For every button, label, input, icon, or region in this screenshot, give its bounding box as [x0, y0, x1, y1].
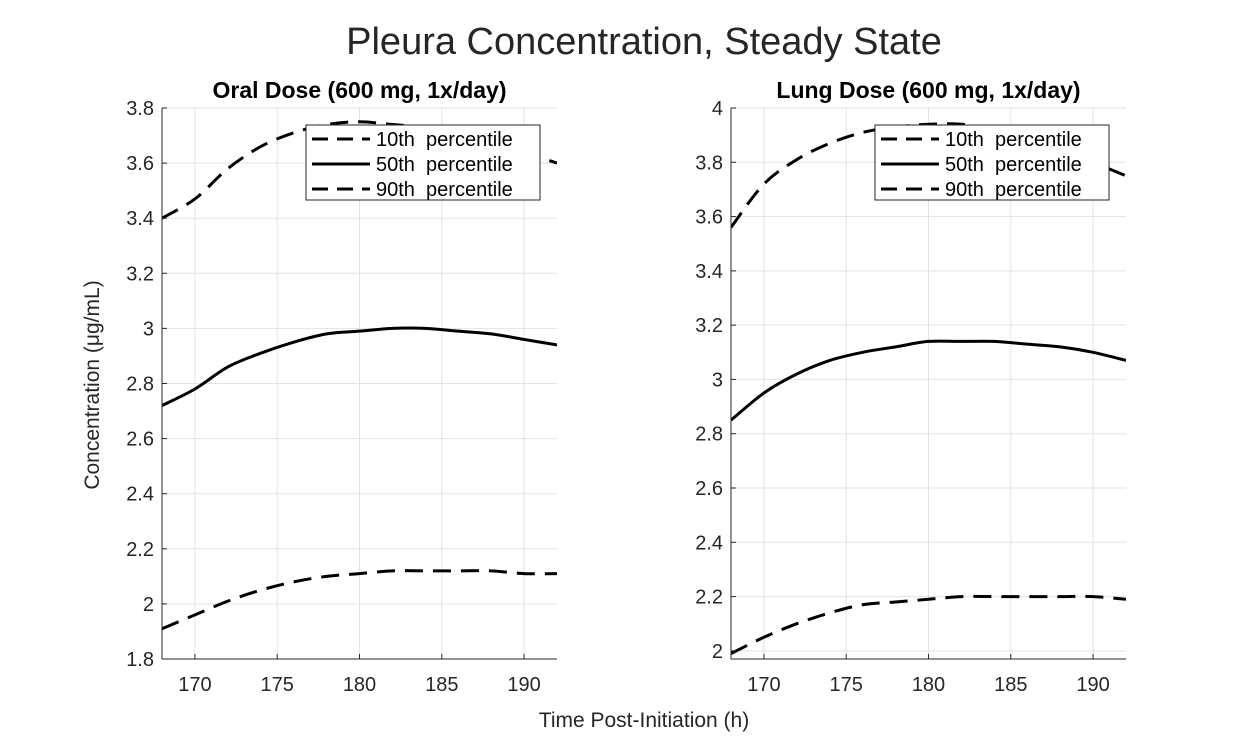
panel-title: Lung Dose (600 mg, 1x/day): [776, 77, 1080, 103]
x-tick-label: 190: [507, 674, 540, 696]
y-tick-label: 3.8: [695, 152, 723, 174]
x-axis-label: Time Post-Initiation (h): [539, 709, 749, 732]
y-tick-label: 2.4: [126, 484, 154, 506]
series-line-1: [731, 594, 1126, 655]
y-tick-label: 2: [712, 641, 723, 663]
x-tick-label: 185: [994, 674, 1027, 696]
y-tick-label: 3.2: [695, 315, 723, 337]
y-tick-label: 2.6: [695, 478, 723, 500]
series-line-2: [731, 339, 1126, 422]
y-tick-label: 3.6: [126, 153, 154, 175]
x-tick-label: 180: [912, 674, 945, 696]
y-tick-label: 2.2: [126, 539, 154, 561]
legend-label-2: 50th percentile: [376, 154, 513, 176]
y-tick-label: 2.4: [695, 532, 723, 554]
series-line-3: [162, 120, 557, 220]
legend-label-3: 90th percentile: [945, 179, 1082, 201]
x-tick-label: 185: [425, 674, 458, 696]
y-tick-label: 3: [143, 318, 154, 340]
y-tick-label: 2: [143, 594, 154, 616]
y-axis-label: Concentration (μg/mL): [81, 280, 104, 489]
y-tick-label: 3: [712, 369, 723, 391]
x-tick-label: 175: [261, 674, 294, 696]
y-tick-label: 3.4: [695, 261, 723, 283]
y-tick-label: 2.8: [695, 424, 723, 446]
chart-panels: 170 175 180 185 190 1.8 2 2.2 2.4 2.6 2.8 3 3.2 3.4 3.…: [126, 77, 1126, 696]
y-tick-label: 3.6: [695, 207, 723, 229]
y-tick-label: 2.2: [695, 587, 723, 609]
series-line-2: [162, 326, 557, 407]
series-line-1: [162, 569, 557, 631]
y-tick-label: 3.8: [126, 98, 154, 120]
x-tick-label: 170: [747, 674, 780, 696]
x-tick-label: 180: [343, 674, 376, 696]
chart-panel-2: 170 175 180 185 190 2 2.2 2.4 2.6 2.8 3 3.2 3.4 3.6 3.…: [695, 77, 1126, 696]
legend-label-1: 10th percentile: [376, 129, 513, 151]
legend-label-1: 10th percentile: [945, 129, 1082, 151]
x-tick-label: 170: [178, 674, 211, 696]
y-tick-label: 2.6: [126, 429, 154, 451]
y-tick-label: 3.4: [126, 208, 154, 230]
y-tick-label: 2.8: [126, 374, 154, 396]
panel-title: Oral Dose (600 mg, 1x/day): [212, 77, 506, 103]
legend-label-2: 50th percentile: [945, 154, 1082, 176]
y-tick-label: 4: [712, 98, 723, 120]
y-tick-label: 3.2: [126, 263, 154, 285]
x-tick-label: 175: [830, 674, 863, 696]
legend-label-3: 90th percentile: [376, 179, 513, 201]
y-tick-label: 1.8: [126, 649, 154, 671]
chart-panel-1: 170 175 180 185 190 1.8 2 2.2 2.4 2.6 2.8 3 3.2 3.4 3.…: [126, 77, 557, 696]
figure-title: Pleura Concentration, Steady State: [346, 21, 942, 63]
x-tick-label: 190: [1076, 674, 1109, 696]
